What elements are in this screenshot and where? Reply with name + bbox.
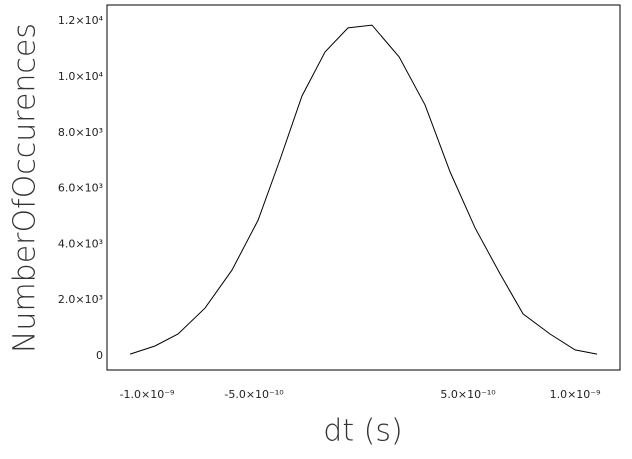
plot-frame xyxy=(106,4,621,371)
y-tick-label: 6.0×10³ xyxy=(58,182,103,195)
x-axis-label: dt (s) xyxy=(323,414,402,449)
y-tick-label: 8.0×10³ xyxy=(58,126,103,139)
x-tick-label: 5.0×10⁻¹⁰ xyxy=(440,388,496,401)
x-tick-label: -5.0×10⁻¹⁰ xyxy=(224,388,284,401)
y-tick-label: 4.0×10³ xyxy=(58,237,103,250)
y-tick-label: 1.2×10⁴ xyxy=(58,14,104,27)
y-tick-label: 0 xyxy=(96,349,103,362)
x-tick-label: 1.0×10⁻⁹ xyxy=(550,388,601,401)
data-line xyxy=(129,24,598,355)
y-tick-label: 2.0×10³ xyxy=(58,293,103,306)
y-tick-label: 1.0×10⁴ xyxy=(58,70,104,83)
y-axis-label: NumberOfOccurences xyxy=(8,23,43,353)
x-tick-label: -1.0×10⁻⁹ xyxy=(120,388,175,401)
